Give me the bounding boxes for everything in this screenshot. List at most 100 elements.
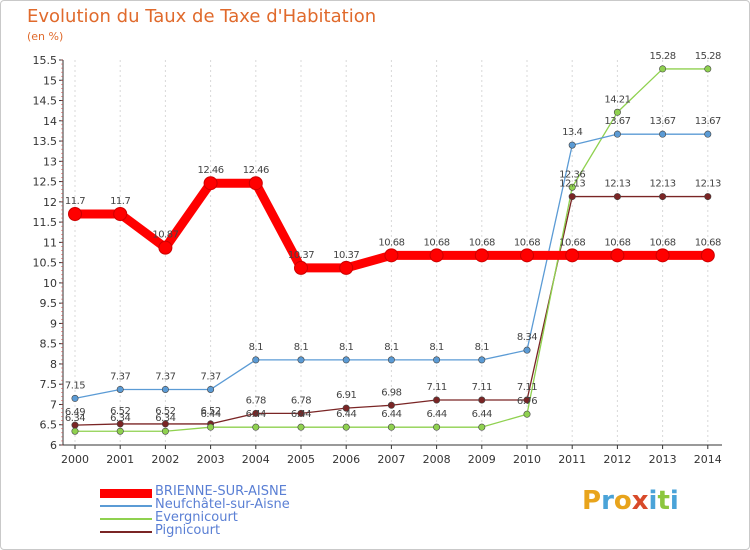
series-point-3 (523, 396, 531, 404)
x-tick-label: 2006 (332, 453, 360, 466)
legend-item: BRIENNE-SUR-AISNE (100, 484, 360, 499)
y-tick-label: 11.5 (33, 216, 58, 229)
data-label: 7.37 (110, 371, 130, 382)
x-tick-label: 2014 (694, 453, 722, 466)
y-tick-label: 7.5 (40, 378, 58, 391)
x-tick-label: 2009 (468, 453, 496, 466)
data-label: 8.1 (475, 342, 490, 353)
legend-item: Neufchâtel-sur-Aisne (100, 497, 360, 512)
brand-letter: t (657, 486, 670, 516)
brand-letter: x (631, 486, 649, 516)
series-point-1 (523, 346, 531, 354)
series-point-0 (203, 176, 218, 191)
y-tick-label: 15 (43, 74, 57, 87)
data-label: 7.11 (517, 382, 537, 393)
x-tick-label: 2011 (558, 453, 586, 466)
x-tick-label: 2013 (649, 453, 677, 466)
series-point-1 (387, 356, 395, 364)
series-point-3 (613, 193, 621, 201)
data-label: 10.68 (424, 237, 450, 248)
chart-legend: BRIENNE-SUR-AISNE Neufchâtel-sur-Aisne Eve… (100, 484, 360, 538)
y-tick-label: 14.5 (33, 95, 58, 108)
series-point-2 (342, 423, 350, 431)
series-point-0 (339, 260, 354, 275)
y-tick-label: 12.5 (33, 176, 58, 189)
series-point-3 (659, 193, 667, 201)
brand-letter: i (648, 486, 658, 516)
y-tick-label: 9.5 (40, 297, 58, 310)
data-label: 7.11 (472, 382, 492, 393)
data-label: 7.11 (426, 382, 446, 393)
data-label: 6.34 (110, 413, 130, 424)
legend-label: Neufchâtel-sur-Aisne (155, 497, 290, 512)
series-point-0 (429, 248, 444, 263)
series-point-0 (520, 248, 534, 263)
y-tick-label: 11 (43, 236, 57, 249)
series-point-2 (71, 427, 79, 435)
data-label: 6.98 (381, 387, 401, 398)
series-point-2 (433, 423, 441, 431)
series-point-0 (158, 240, 173, 255)
data-label: 12.13 (604, 179, 630, 190)
data-label: 15.28 (695, 51, 721, 62)
chart-title: Evolution du Taux de Taxe d'Habitation (27, 6, 377, 27)
series-point-3 (116, 420, 124, 428)
data-label: 10.37 (288, 250, 314, 261)
series-point-1 (207, 385, 215, 393)
y-tick-label: 15.5 (33, 54, 58, 67)
data-label: 12.13 (559, 179, 585, 190)
legend-swatch (100, 518, 152, 520)
data-label: 6.78 (246, 395, 266, 406)
data-label: 12.36 (559, 169, 585, 180)
series-point-2 (387, 423, 395, 431)
series-point-2 (613, 108, 621, 116)
data-label: 6.44 (426, 409, 446, 420)
series-point-3 (387, 401, 395, 409)
chart-unit-label: (en %) (27, 30, 64, 43)
data-label: 8.1 (384, 342, 399, 353)
series-point-1 (659, 130, 667, 138)
brand-letter: P (582, 486, 602, 516)
series-point-2 (523, 410, 531, 418)
series-point-1 (252, 356, 260, 364)
data-label: 11.7 (65, 196, 85, 207)
y-tick-label: 9 (50, 317, 57, 330)
y-tick-label: 13.5 (33, 135, 58, 148)
brand-letter: i (669, 486, 679, 516)
data-label: 6.44 (200, 409, 220, 420)
data-label: 10.68 (559, 237, 585, 248)
data-label: 10.87 (152, 230, 178, 241)
data-label: 6.44 (336, 409, 356, 420)
legend-swatch (100, 505, 152, 507)
series-point-2 (161, 427, 169, 435)
series-point-0 (655, 248, 670, 263)
series-point-2 (568, 183, 576, 191)
legend-label: BRIENNE-SUR-AISNE (155, 484, 287, 499)
series-point-0 (248, 176, 263, 191)
x-tick-label: 2002 (151, 453, 179, 466)
data-label: 10.68 (695, 237, 721, 248)
series-point-3 (161, 420, 169, 428)
legend-item: Evergnicourt (100, 510, 360, 525)
series-point-0 (610, 248, 625, 263)
series-point-2 (252, 423, 260, 431)
data-label: 15.28 (650, 51, 676, 62)
brand-letter: o (613, 486, 632, 516)
data-label: 6.52 (200, 406, 220, 417)
data-label: 12.46 (243, 165, 269, 176)
data-label: 10.68 (378, 237, 404, 248)
series-point-1 (161, 385, 169, 393)
data-label: 8.1 (294, 342, 309, 353)
series-point-2 (704, 65, 712, 73)
data-label: 6.44 (472, 409, 492, 420)
data-label: 10.68 (514, 237, 540, 248)
data-label: 14.21 (604, 94, 630, 105)
data-label: 12.46 (198, 165, 224, 176)
series-point-2 (478, 423, 486, 431)
legend-item: Pignicourt (100, 523, 360, 538)
data-label: 8.1 (339, 342, 354, 353)
data-label: 11.7 (110, 196, 130, 207)
data-label: 8.1 (249, 342, 264, 353)
data-label: 6.44 (291, 409, 311, 420)
series-point-3 (342, 404, 350, 412)
